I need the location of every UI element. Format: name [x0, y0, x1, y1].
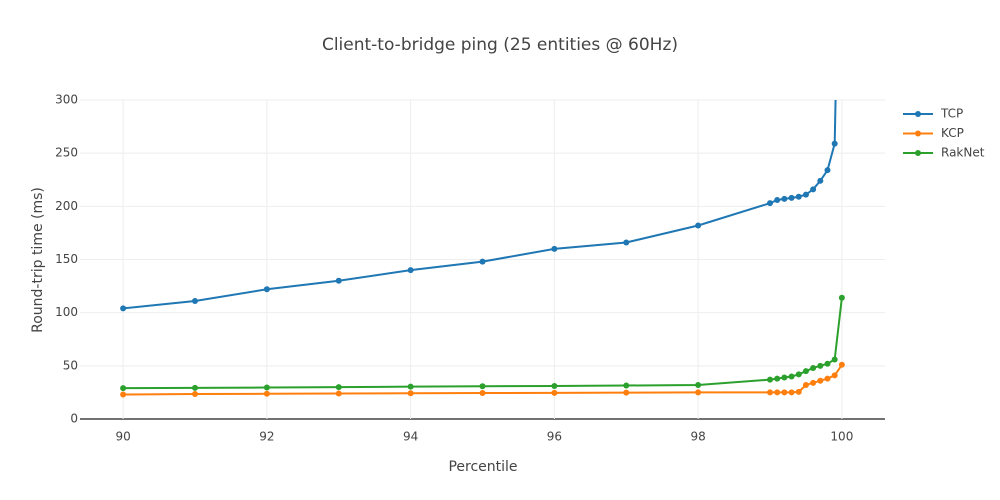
data-point: [335, 390, 342, 397]
x-tick-label: 96: [547, 430, 562, 444]
plot-area: [120, 100, 845, 398]
data-point: [263, 384, 270, 391]
data-point: [767, 389, 773, 396]
data-point: [623, 389, 630, 396]
data-point: [695, 222, 702, 229]
y-tick-label: 200: [55, 199, 78, 213]
legend-label: KCP: [941, 126, 964, 140]
legend-marker: [915, 150, 921, 156]
y-tick-label: 50: [63, 358, 78, 372]
y-tick-label: 100: [55, 305, 78, 319]
data-point: [407, 267, 414, 274]
chart-title: Client-to-bridge ping (25 entities @ 60H…: [322, 35, 678, 55]
data-point: [551, 389, 558, 396]
data-point: [767, 376, 773, 383]
data-point: [838, 294, 845, 301]
y-tick-label: 300: [55, 93, 78, 107]
data-point: [824, 375, 831, 382]
data-point: [120, 385, 127, 392]
data-point: [479, 258, 486, 265]
data-point: [623, 382, 630, 389]
data-point: [795, 388, 802, 395]
data-point: [774, 375, 781, 382]
data-point: [774, 196, 781, 203]
data-point: [824, 360, 831, 367]
data-point: [192, 297, 198, 304]
legend: TCP KCP RakNet: [903, 107, 985, 160]
x-tick-label: 100: [830, 430, 853, 444]
data-point: [774, 389, 781, 396]
data-point: [781, 195, 788, 202]
data-point: [479, 390, 486, 397]
x-tick-label: 98: [690, 430, 705, 444]
data-point: [479, 383, 486, 390]
y-tick-label: 150: [55, 252, 78, 266]
data-point: [810, 379, 817, 386]
data-point: [767, 200, 773, 207]
data-point: [551, 245, 558, 252]
legend-marker: [915, 130, 921, 137]
data-point: [695, 389, 702, 396]
data-point: [817, 377, 824, 384]
x-axis-title: Percentile: [448, 459, 517, 475]
data-point: [781, 389, 788, 396]
data-point: [795, 193, 802, 200]
y-axis-title: Round-trip time (ms): [30, 187, 46, 333]
data-point: [623, 239, 630, 246]
data-point: [263, 390, 270, 397]
data-point: [781, 374, 788, 381]
data-point: [795, 371, 802, 378]
legend-marker: [915, 111, 921, 117]
data-point: [407, 383, 414, 390]
y-tick-label: 250: [55, 146, 78, 160]
data-point: [695, 381, 702, 388]
legend-label: RakNet: [941, 146, 985, 160]
data-point: [192, 384, 198, 391]
legend-label: TCP: [940, 107, 963, 121]
data-point: [120, 305, 127, 312]
data-point: [407, 390, 414, 397]
data-point: [802, 191, 809, 198]
data-point: [788, 389, 795, 396]
data-point: [817, 362, 824, 369]
x-tick-label: 94: [403, 430, 418, 444]
data-point: [335, 384, 342, 391]
data-point: [802, 368, 809, 375]
data-point: [335, 277, 342, 284]
data-point: [810, 364, 817, 371]
y-tick-label: 0: [70, 412, 78, 426]
data-point: [831, 372, 838, 379]
data-point: [120, 391, 127, 398]
data-point: [817, 177, 824, 184]
data-point: [810, 186, 817, 193]
x-tick-label: 90: [115, 430, 130, 444]
data-point: [192, 391, 198, 398]
data-point: [824, 167, 831, 174]
data-point: [831, 356, 838, 363]
data-point: [802, 381, 809, 388]
data-point: [831, 140, 838, 147]
data-point: [838, 361, 845, 368]
x-tick-label: 92: [259, 430, 274, 444]
data-point: [551, 383, 558, 390]
series-line: [123, 297, 843, 390]
data-point: [263, 286, 270, 293]
data-point: [788, 194, 795, 201]
data-point: [788, 373, 795, 380]
